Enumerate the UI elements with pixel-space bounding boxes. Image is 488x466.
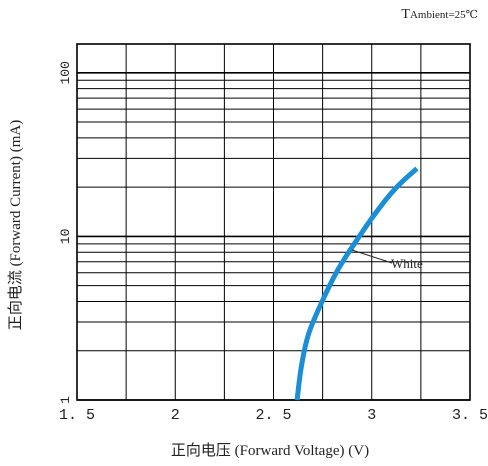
tick-labels: 1. 5 2 2. 5 3 3. 5 1 10 100: [58, 61, 488, 424]
ambient-annotation: TAmbient=25℃: [401, 7, 478, 22]
grid: [76, 43, 471, 401]
x-axis-label: 正向电压 (Forward Voltage) (V): [171, 442, 369, 459]
ambient-annotation-main: T: [401, 7, 410, 22]
x-tick-label: 2. 5: [255, 407, 291, 424]
curve-layer: [294, 166, 419, 401]
series-label-leader: [351, 249, 393, 264]
y-tick-label: 1: [58, 396, 73, 404]
series-curve-white: [294, 166, 419, 401]
x-tick-label: 3: [367, 407, 376, 424]
x-tick-label: 2: [171, 407, 180, 424]
x-tick-label: 1. 5: [59, 407, 95, 424]
y-tick-label: 100: [58, 61, 73, 84]
plot-frame: [76, 43, 471, 401]
ambient-annotation-sub: Ambient=25℃: [410, 9, 478, 21]
series-label-white: White: [391, 256, 423, 271]
y-axis-label: 正向电流 (Forward Current) (mA): [7, 120, 24, 330]
x-tick-label: 3. 5: [452, 407, 488, 424]
y-tick-label: 10: [58, 229, 73, 245]
